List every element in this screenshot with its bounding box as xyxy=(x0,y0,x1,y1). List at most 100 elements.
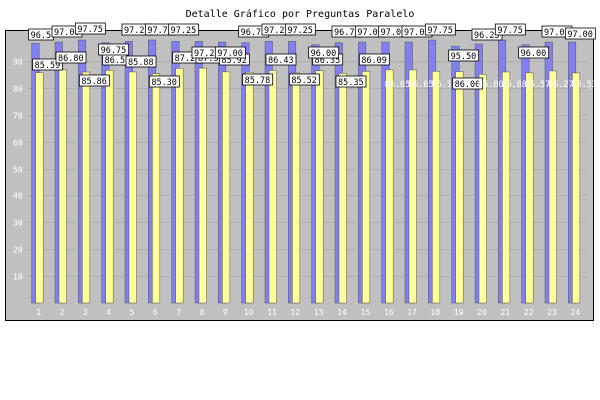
bars xyxy=(31,39,581,304)
x-tick-label: 16 xyxy=(384,308,394,317)
data-label: 86.65 xyxy=(385,80,411,90)
data-label-text: 96.00 xyxy=(521,49,547,59)
data-label: 85.35 xyxy=(335,75,367,88)
bar xyxy=(105,70,114,304)
data-label-text: 97.00 xyxy=(567,30,593,40)
bar xyxy=(455,71,464,304)
data-label-box xyxy=(265,53,297,66)
data-label-text: 97.25 xyxy=(124,26,150,36)
data-label-text: 86.11 xyxy=(431,80,457,90)
data-label-text: 86.65 xyxy=(385,80,411,90)
bar xyxy=(245,72,254,304)
bar xyxy=(198,67,207,304)
data-label-text: 85.86 xyxy=(81,77,107,87)
data-label: 85.88 xyxy=(125,55,157,68)
data-label-text: 86.09 xyxy=(361,56,387,66)
data-label: 86.80 xyxy=(55,51,87,64)
data-label: 85.78 xyxy=(242,73,274,86)
bar xyxy=(35,72,44,304)
data-label: 86.11 xyxy=(431,80,457,90)
data-label-text: 87.31 xyxy=(198,54,224,64)
data-label: 85.53 xyxy=(571,80,597,90)
data-label: 97.00 xyxy=(214,46,246,59)
x-tick-label: 10 xyxy=(244,308,254,317)
data-label-text: 86.35 xyxy=(315,56,341,66)
data-label: 85.52 xyxy=(288,73,320,86)
data-label-box xyxy=(242,73,274,86)
data-label-text: 85.00 xyxy=(478,80,504,90)
x-tick-label: 1 xyxy=(36,308,41,317)
y-tick-label: 60 xyxy=(13,139,23,148)
data-label: 96.5 xyxy=(28,28,54,41)
data-label-box xyxy=(98,43,130,56)
x-tick-label: 22 xyxy=(524,308,534,317)
x-tick-label: 13 xyxy=(314,308,324,317)
y-tick-label: 70 xyxy=(13,112,23,121)
bar xyxy=(432,71,441,304)
x-tick-label: 3 xyxy=(83,308,88,317)
data-label: 85.59 xyxy=(32,58,64,71)
data-label-box xyxy=(125,55,157,68)
data-label: 85.88 xyxy=(501,80,527,90)
data-label-text: 97.00 xyxy=(357,28,383,38)
x-tick-label: 2 xyxy=(60,308,65,317)
bar xyxy=(338,73,347,304)
bar xyxy=(525,72,534,304)
x-tick-label: 14 xyxy=(337,308,347,317)
data-label-text: 97.00 xyxy=(381,28,407,38)
data-label-text: 86.5 xyxy=(105,56,125,66)
data-label-text: 85.53 xyxy=(571,80,597,90)
data-label: 97.75 xyxy=(424,23,456,36)
bar xyxy=(58,69,67,304)
data-label-text: 87.21 xyxy=(175,54,201,64)
bar xyxy=(362,71,371,304)
data-label-text: 85.52 xyxy=(291,76,317,86)
data-label-text: 96.75 xyxy=(334,28,360,38)
data-label: 86.00 xyxy=(452,77,484,90)
data-label-text: 97.00 xyxy=(544,28,570,38)
data-label: 86.65 xyxy=(408,80,434,90)
bar xyxy=(128,71,137,304)
x-tick-label: 5 xyxy=(130,308,135,317)
bar xyxy=(82,71,91,304)
bar xyxy=(502,71,511,304)
bar xyxy=(548,70,557,304)
data-label: 85.30 xyxy=(148,75,180,88)
data-label-text: 95.50 xyxy=(451,52,477,62)
bar xyxy=(572,72,581,304)
chart-title: Detalle Gráfico por Preguntas Paralelo xyxy=(185,9,415,20)
data-label-text: 97.75 xyxy=(497,26,523,36)
data-label-box xyxy=(168,23,200,36)
x-axis: 1 2 3 4 5 6 7 8 9 10 11 12 13 14 15 16 17 18 19 20 21 22 23 24 xyxy=(36,308,580,317)
data-label-text: 86.80 xyxy=(58,54,84,64)
data-label-text: 97.75 xyxy=(77,25,103,35)
data-label-box xyxy=(518,46,550,59)
x-tick-label: 11 xyxy=(267,308,277,317)
data-label: 86.27 xyxy=(548,80,574,90)
x-tick-label: 9 xyxy=(223,308,228,317)
data-label: 96.75 xyxy=(98,43,130,56)
data-label: 85.57 xyxy=(525,80,551,90)
data-label-text: 97.00 xyxy=(54,28,80,38)
data-label-text: 86.00 xyxy=(455,80,481,90)
bar xyxy=(315,70,324,304)
data-label: 96.00 xyxy=(518,46,550,59)
data-label-text: 85.59 xyxy=(35,61,61,71)
data-label-box xyxy=(74,22,106,35)
data-label-text: 96.00 xyxy=(311,49,337,59)
data-label-text: 97.25 xyxy=(264,26,290,36)
data-label-text: 85.78 xyxy=(245,76,271,86)
x-tick-label: 20 xyxy=(477,308,487,317)
data-label: 97.75 xyxy=(74,22,106,35)
x-tick-label: 8 xyxy=(200,308,205,317)
data-label-text: 97.25 xyxy=(171,26,197,36)
y-tick-label: 20 xyxy=(13,246,23,255)
data-label-box xyxy=(214,46,246,59)
data-label-box xyxy=(55,51,87,64)
bar xyxy=(222,71,231,304)
x-tick-label: 18 xyxy=(431,308,441,317)
x-tick-label: 24 xyxy=(571,308,581,317)
data-label-text: 86.27 xyxy=(548,80,574,90)
